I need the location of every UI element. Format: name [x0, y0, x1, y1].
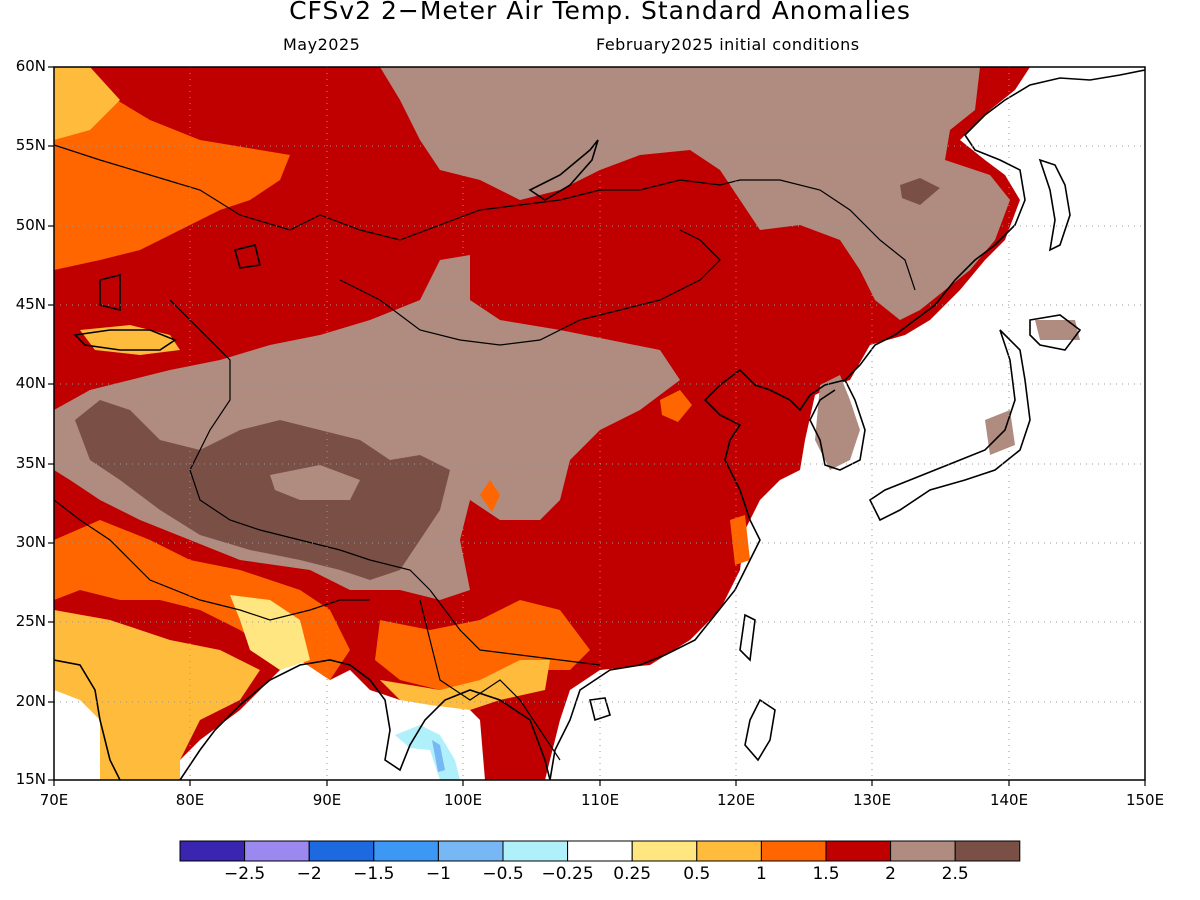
chart-title: CFSv2 2−Meter Air Temp. Standard Anomali…	[289, 0, 911, 25]
lon-label: 110E	[580, 791, 620, 809]
lat-label: 55N	[15, 136, 46, 154]
colorbar-swatch	[502, 840, 569, 862]
andaman-cooler	[432, 740, 445, 772]
lon-label: 130E	[852, 791, 892, 809]
baikal-coast	[528, 139, 599, 201]
colorbar-label: −1	[425, 864, 451, 884]
lon-label: 140E	[989, 791, 1029, 809]
hokkaido-anomaly	[1035, 320, 1080, 340]
se-asia-yellow	[380, 660, 550, 710]
lon-label: 100E	[443, 791, 483, 809]
coast-orange	[730, 515, 750, 565]
colorbar-swatch	[179, 840, 246, 862]
taiwan-coast	[739, 613, 756, 662]
china-west-border	[169, 299, 431, 591]
colorbar-label: 1.5	[812, 864, 840, 884]
colorbar-label: 1	[755, 864, 767, 884]
colorbar-label: −2.5	[223, 864, 266, 884]
korea-coast	[809, 379, 866, 471]
colorbar-label: −1.5	[353, 864, 395, 884]
lon-label: 150E	[1125, 791, 1165, 809]
india-light	[54, 610, 260, 780]
colorbar-label: −2	[296, 864, 322, 884]
china-south-border	[429, 589, 601, 666]
kazakhstan-light	[54, 67, 120, 140]
lat-label: 45N	[15, 295, 46, 313]
colorbar-swatch	[567, 840, 633, 862]
colorbar-swatch	[631, 840, 698, 862]
colorbar-label: 0.25	[613, 864, 652, 884]
colorbar-label: 2	[885, 864, 897, 884]
colorbar-swatch	[954, 840, 1021, 862]
colorbar-swatch	[890, 840, 956, 862]
colorbar-swatch	[437, 840, 504, 862]
lon-label: 70E	[39, 791, 69, 809]
ne-china-dark-spot	[900, 178, 940, 205]
lat-label: 40N	[15, 374, 46, 392]
colorbar-label: −0.25	[541, 864, 594, 884]
graticule	[54, 67, 1145, 780]
colorbar-swatch	[373, 840, 439, 862]
tibet-anomaly	[75, 400, 450, 580]
india-border	[54, 499, 370, 621]
balkhash-coast	[234, 244, 261, 269]
east-siberia-anomaly	[380, 67, 1010, 320]
colorbar-swatch	[244, 840, 310, 862]
hokkaido-coast	[1029, 314, 1082, 351]
colorbar-swatch	[696, 840, 762, 862]
valid-month: May2025	[283, 35, 361, 54]
sakhalin-coast	[1038, 158, 1071, 252]
lon-label: 120E	[716, 791, 756, 809]
east-asia-coast	[549, 69, 1145, 780]
lat-label: 25N	[15, 612, 46, 630]
anomaly-field	[54, 67, 1145, 780]
initial-conditions: February2025 initial conditions	[596, 35, 860, 54]
russia-border	[54, 144, 916, 291]
philippines-coast	[744, 698, 776, 762]
lat-label: 60N	[15, 57, 46, 75]
colorbar-label: −0.5	[482, 864, 524, 884]
axis-ticks	[48, 66, 1146, 786]
colorbar-label: 0.5	[683, 864, 711, 884]
shandong-orange	[660, 390, 692, 422]
china-orange-spot	[480, 480, 500, 512]
korea-anomaly	[815, 375, 860, 470]
india-coast	[54, 659, 551, 780]
japan-coast	[868, 329, 1031, 522]
caspian-coast	[73, 329, 177, 351]
lon-label: 80E	[175, 791, 205, 809]
lat-label: 20N	[15, 692, 46, 710]
hainan-coast	[589, 697, 611, 722]
colorbar-swatch	[308, 840, 375, 862]
lat-label: 15N	[15, 770, 46, 788]
borders	[54, 144, 916, 761]
colorbar-swatch	[825, 840, 892, 862]
lat-label: 35N	[15, 454, 46, 472]
se-asia-border	[419, 599, 561, 761]
colorbar	[179, 840, 1021, 862]
colorbar-swatch	[760, 840, 827, 862]
coastlines	[54, 69, 1145, 780]
aral-coast	[99, 273, 121, 312]
kazakhstan-anomaly	[54, 67, 290, 270]
tibet-inner-light	[270, 465, 360, 500]
colorbar-label: 2.5	[941, 864, 969, 884]
lon-label: 90E	[312, 791, 342, 809]
bay-of-bengal	[100, 660, 485, 780]
mongolia-border	[339, 229, 721, 346]
lat-label: 50N	[15, 216, 46, 234]
lat-label: 30N	[15, 533, 46, 551]
